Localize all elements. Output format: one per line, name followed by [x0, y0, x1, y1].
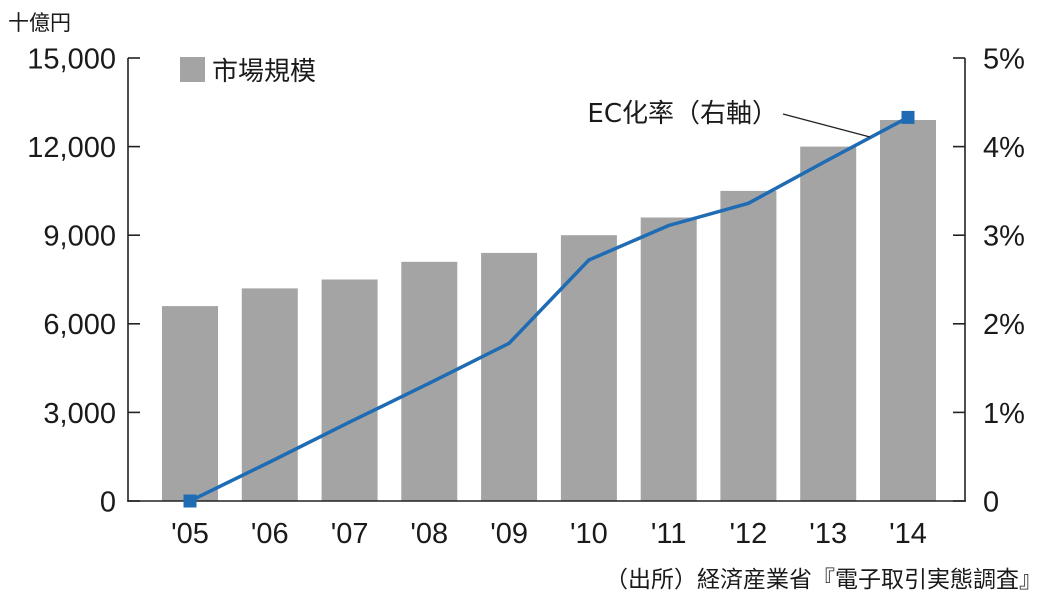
x-tick-label-13: '13	[809, 518, 847, 550]
ec-rate-marker-14	[901, 110, 915, 124]
x-tick-label-14: '14	[889, 518, 927, 550]
legend: 市場規模	[180, 57, 316, 87]
bar-10	[560, 235, 617, 501]
bars	[162, 120, 936, 501]
x-axis-tick-labels: '05 '06 '07 '08 '09 '10 '11 '12 '13 '14	[171, 518, 927, 550]
bar-06	[241, 288, 298, 501]
right-tick-label-0: 0	[983, 486, 999, 518]
ec-rate-annotation: EC化率（右軸）	[587, 99, 778, 129]
ec-rate-point-08	[427, 381, 431, 385]
bar-14	[880, 120, 936, 501]
ec-rate-point-06	[268, 460, 272, 464]
ec-rate-point-10	[587, 258, 591, 262]
right-tick-label-5: 5%	[983, 43, 1025, 75]
bar-07	[321, 279, 378, 501]
bar-09	[481, 252, 538, 501]
left-tick-label-3: 9,000	[43, 221, 116, 253]
ec-rate-point-07	[347, 420, 352, 424]
x-tick-label-12: '12	[730, 518, 768, 550]
legend-label-market-size: 市場規模	[212, 57, 316, 87]
right-tick-label-1: 1%	[983, 398, 1025, 430]
left-axis-unit-label: 十億円	[8, 11, 71, 35]
x-tick-label-06: '06	[251, 518, 289, 550]
x-tick-label-07: '07	[331, 518, 369, 550]
right-tick-label-3: 3%	[983, 221, 1025, 253]
legend-swatch-market-size	[180, 57, 205, 82]
axis-ticks	[128, 57, 965, 502]
left-tick-label-0: 0	[100, 486, 116, 518]
ec-rate-series	[183, 110, 915, 508]
right-tick-label-2: 2%	[983, 309, 1025, 341]
bar-12	[720, 190, 777, 501]
ec-rate-point-09	[507, 341, 511, 345]
bar-11	[640, 217, 697, 501]
ec-rate-point-13	[826, 158, 830, 162]
left-tick-label-2: 6,000	[43, 309, 116, 341]
left-tick-label-1: 3,000	[43, 398, 116, 430]
left-axis-tick-labels: 0 3,000 6,000 9,000 12,000 15,000	[27, 43, 116, 518]
x-tick-label-09: '09	[490, 518, 528, 550]
ec-rate-point-12	[746, 201, 751, 205]
x-tick-label-08: '08	[410, 518, 448, 550]
x-tick-label-05: '05	[171, 518, 209, 550]
x-tick-label-11: '11	[651, 518, 687, 550]
left-tick-label-4: 12,000	[27, 132, 116, 164]
ec-rate-marker-05	[183, 494, 197, 508]
ec-rate-line	[188, 115, 910, 503]
left-tick-label-5: 15,000	[27, 43, 116, 75]
right-axis-tick-labels: 0 1% 2% 3% 4% 5%	[983, 43, 1025, 518]
annotation-leader-line	[782, 113, 871, 138]
bar-13	[800, 146, 857, 501]
right-tick-label-4: 4%	[983, 132, 1025, 164]
bar-05	[162, 306, 218, 501]
x-tick-label-10: '10	[570, 518, 608, 550]
ec-rate-point-11	[667, 223, 671, 228]
source-note: （出所）経済産業省『電子取引実態調査』	[605, 567, 1042, 593]
